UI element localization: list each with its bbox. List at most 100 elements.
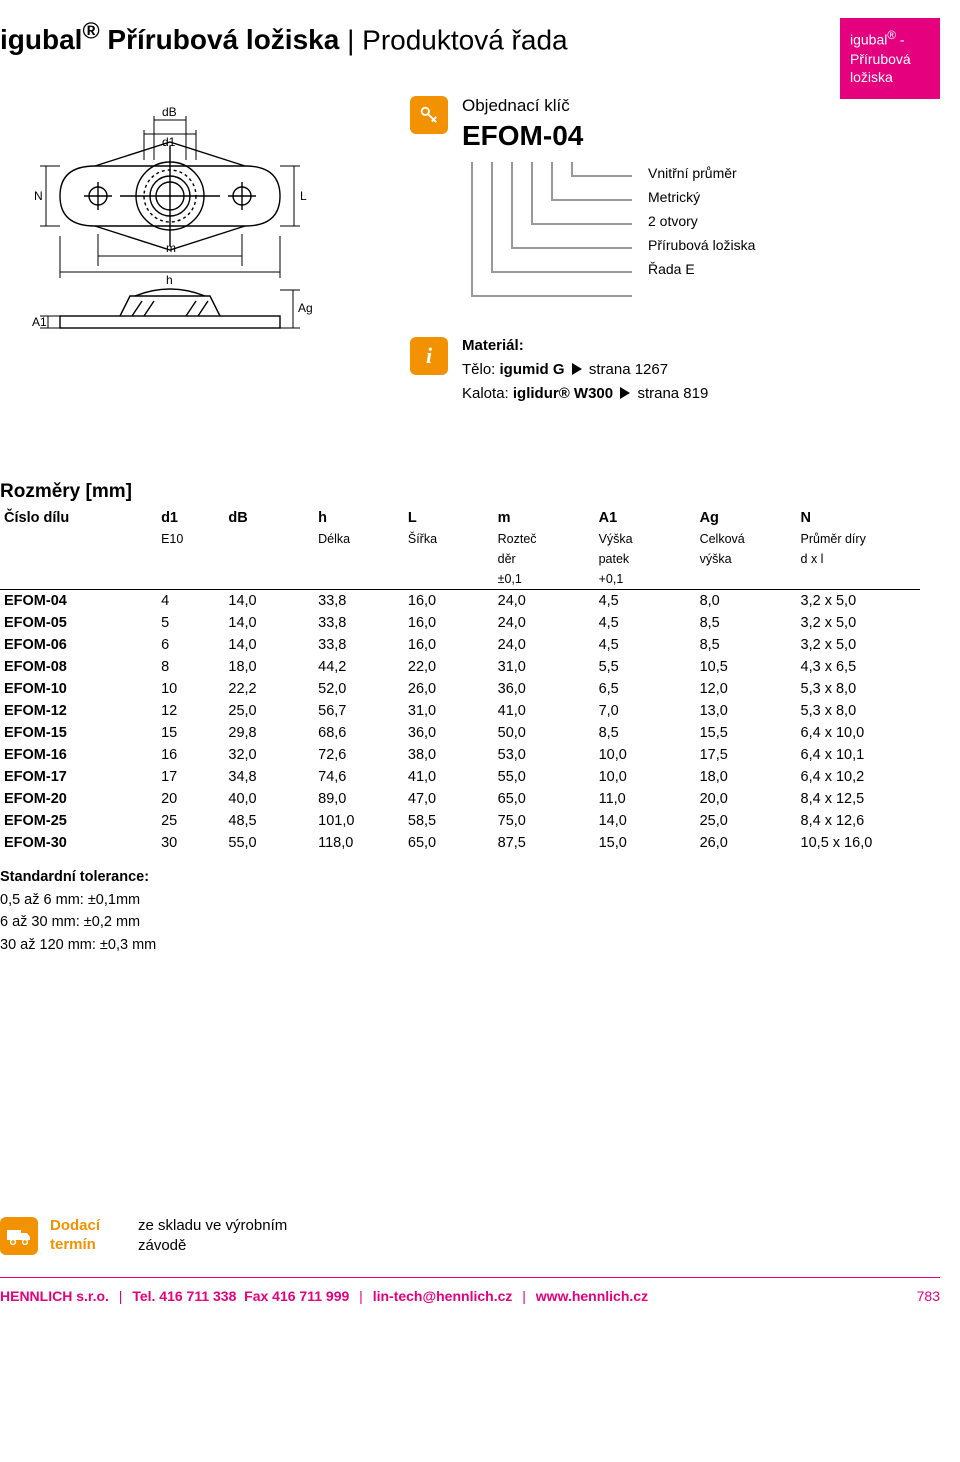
table-header-cell [404,549,494,569]
table-cell: 41,0 [494,700,595,722]
page-title: igubal® Přírubová ložiska | Produktová ř… [0,18,960,56]
table-header-cell [224,529,314,549]
table-subheader-row: E10DélkaŠířkaRoztečVýškaCelkováPrůměr dí… [0,529,920,549]
table-cell: 10,5 [696,656,797,678]
table-cell: 38,0 [404,744,494,766]
table-cell: 13,0 [696,700,797,722]
table-row: EFOM-151529,868,636,050,08,515,56,4 x 10… [0,722,920,744]
info-column: Objednací klíč EFOM-04 [380,96,960,431]
table-cell: EFOM-04 [0,590,157,613]
table-row: EFOM-04414,033,816,024,04,58,03,2 x 5,0 [0,590,920,613]
table-cell: 65,0 [404,832,494,854]
table-cell: 18,0 [224,656,314,678]
material-line-0: Tělo: igumid G strana 1267 [462,358,708,382]
table-cell: 40,0 [224,788,314,810]
footer-page: 783 [917,1288,940,1304]
table-cell: 10 [157,678,224,700]
table-header-cell: výška [696,549,797,569]
table-row: EFOM-05514,033,816,024,04,58,53,2 x 5,0 [0,612,920,634]
table-header-cell: Číslo dílu [0,507,157,529]
dim-N: N [34,189,43,203]
table-cell: 10,0 [595,766,696,788]
table-cell: 11,0 [595,788,696,810]
footer-email: lin-tech@hennlich.cz [373,1288,513,1304]
table-header-cell [696,569,797,590]
table-header-cell [0,569,157,590]
table-header-cell: E10 [157,529,224,549]
table-cell: 15,5 [696,722,797,744]
info-icon: i [410,337,448,375]
table-cell: 16,0 [404,634,494,656]
table-cell: EFOM-06 [0,634,157,656]
table-header-cell: Ag [696,507,797,529]
order-key-label: Objednací klíč [462,96,755,116]
table-header-cell [157,569,224,590]
table-cell: 36,0 [494,678,595,700]
level-1: Metrický [648,186,755,210]
technical-drawing: dB d1 N L m h A1 Ag [0,106,340,371]
table-cell: 101,0 [314,810,404,832]
table-row: EFOM-252548,5101,058,575,014,025,08,4 x … [0,810,920,832]
table-cell: 6,4 x 10,0 [797,722,920,744]
table-cell: 8 [157,656,224,678]
table-cell: EFOM-10 [0,678,157,700]
dim-dB: dB [162,106,177,119]
table-cell: 5,5 [595,656,696,678]
table-cell: 17,5 [696,744,797,766]
table-cell: 87,5 [494,832,595,854]
table-header-cell [314,569,404,590]
table-header-cell [314,549,404,569]
tolerance-line-1: 6 až 30 mm: ±0,2 mm [0,911,960,933]
table-cell: 4,3 x 6,5 [797,656,920,678]
table-cell: 4,5 [595,590,696,613]
table-cell: 14,0 [224,590,314,613]
table-cell: 14,0 [595,810,696,832]
table-cell: 26,0 [696,832,797,854]
tolerance-block: Standardní tolerance: 0,5 až 6 mm: ±0,1m… [0,866,960,956]
table-row: EFOM-121225,056,731,041,07,013,05,3 x 8,… [0,700,920,722]
table-header-cell: patek [595,549,696,569]
table-row: EFOM-08818,044,222,031,05,510,54,3 x 6,5 [0,656,920,678]
table-cell: 50,0 [494,722,595,744]
table-cell: 4,5 [595,634,696,656]
tolerance-line-0: 0,5 až 6 mm: ±0,1mm [0,889,960,911]
table-cell: 55,0 [224,832,314,854]
triangle-icon [572,363,582,375]
table-cell: EFOM-12 [0,700,157,722]
dim-L: L [300,189,307,203]
table-cell: 75,0 [494,810,595,832]
tolerance-label: Standardní tolerance: [0,866,960,888]
side-tab-l2: Přírubová [850,51,911,67]
level-0: Vnitřní průměr [648,162,755,186]
table-cell: 8,5 [595,722,696,744]
table-cell: 8,0 [696,590,797,613]
table-header-cell [404,569,494,590]
table-body: EFOM-04414,033,816,024,04,58,03,2 x 5,0E… [0,590,920,855]
table-cell: 44,2 [314,656,404,678]
table-header-cell [224,569,314,590]
table-cell: 5,3 x 8,0 [797,700,920,722]
table-cell: 29,8 [224,722,314,744]
table-subheader2-row: děrpatekvýškad x l [0,549,920,569]
table-cell: 68,6 [314,722,404,744]
dim-Ag: Ag [298,301,313,315]
table-header-cell: Celková [696,529,797,549]
delivery-row: Dodací termín ze skladu ve výrobním závo… [0,1216,960,1255]
nested-labels: Vnitřní průměr Metrický 2 otvory Přírubo… [648,162,755,312]
table-header-cell: d x l [797,549,920,569]
table-cell: EFOM-16 [0,744,157,766]
table-header-cell: A1 [595,507,696,529]
table-cell: 3,2 x 5,0 [797,590,920,613]
table-cell: 17 [157,766,224,788]
table-cell: 10,5 x 16,0 [797,832,920,854]
level-2: 2 otvory [648,210,755,234]
table-header-row: Číslo dílud1dBhLmA1AgN [0,507,920,529]
table-cell: 16,0 [404,612,494,634]
level-3: Přírubová ložiska [648,234,755,258]
table-cell: 12,0 [696,678,797,700]
footer-tel: Tel. 416 711 338 [132,1288,236,1304]
table-header-cell: dB [224,507,314,529]
footer-company: HENNLICH s.r.o. [0,1288,109,1304]
table-header-cell [224,549,314,569]
table-cell: 6,4 x 10,1 [797,744,920,766]
